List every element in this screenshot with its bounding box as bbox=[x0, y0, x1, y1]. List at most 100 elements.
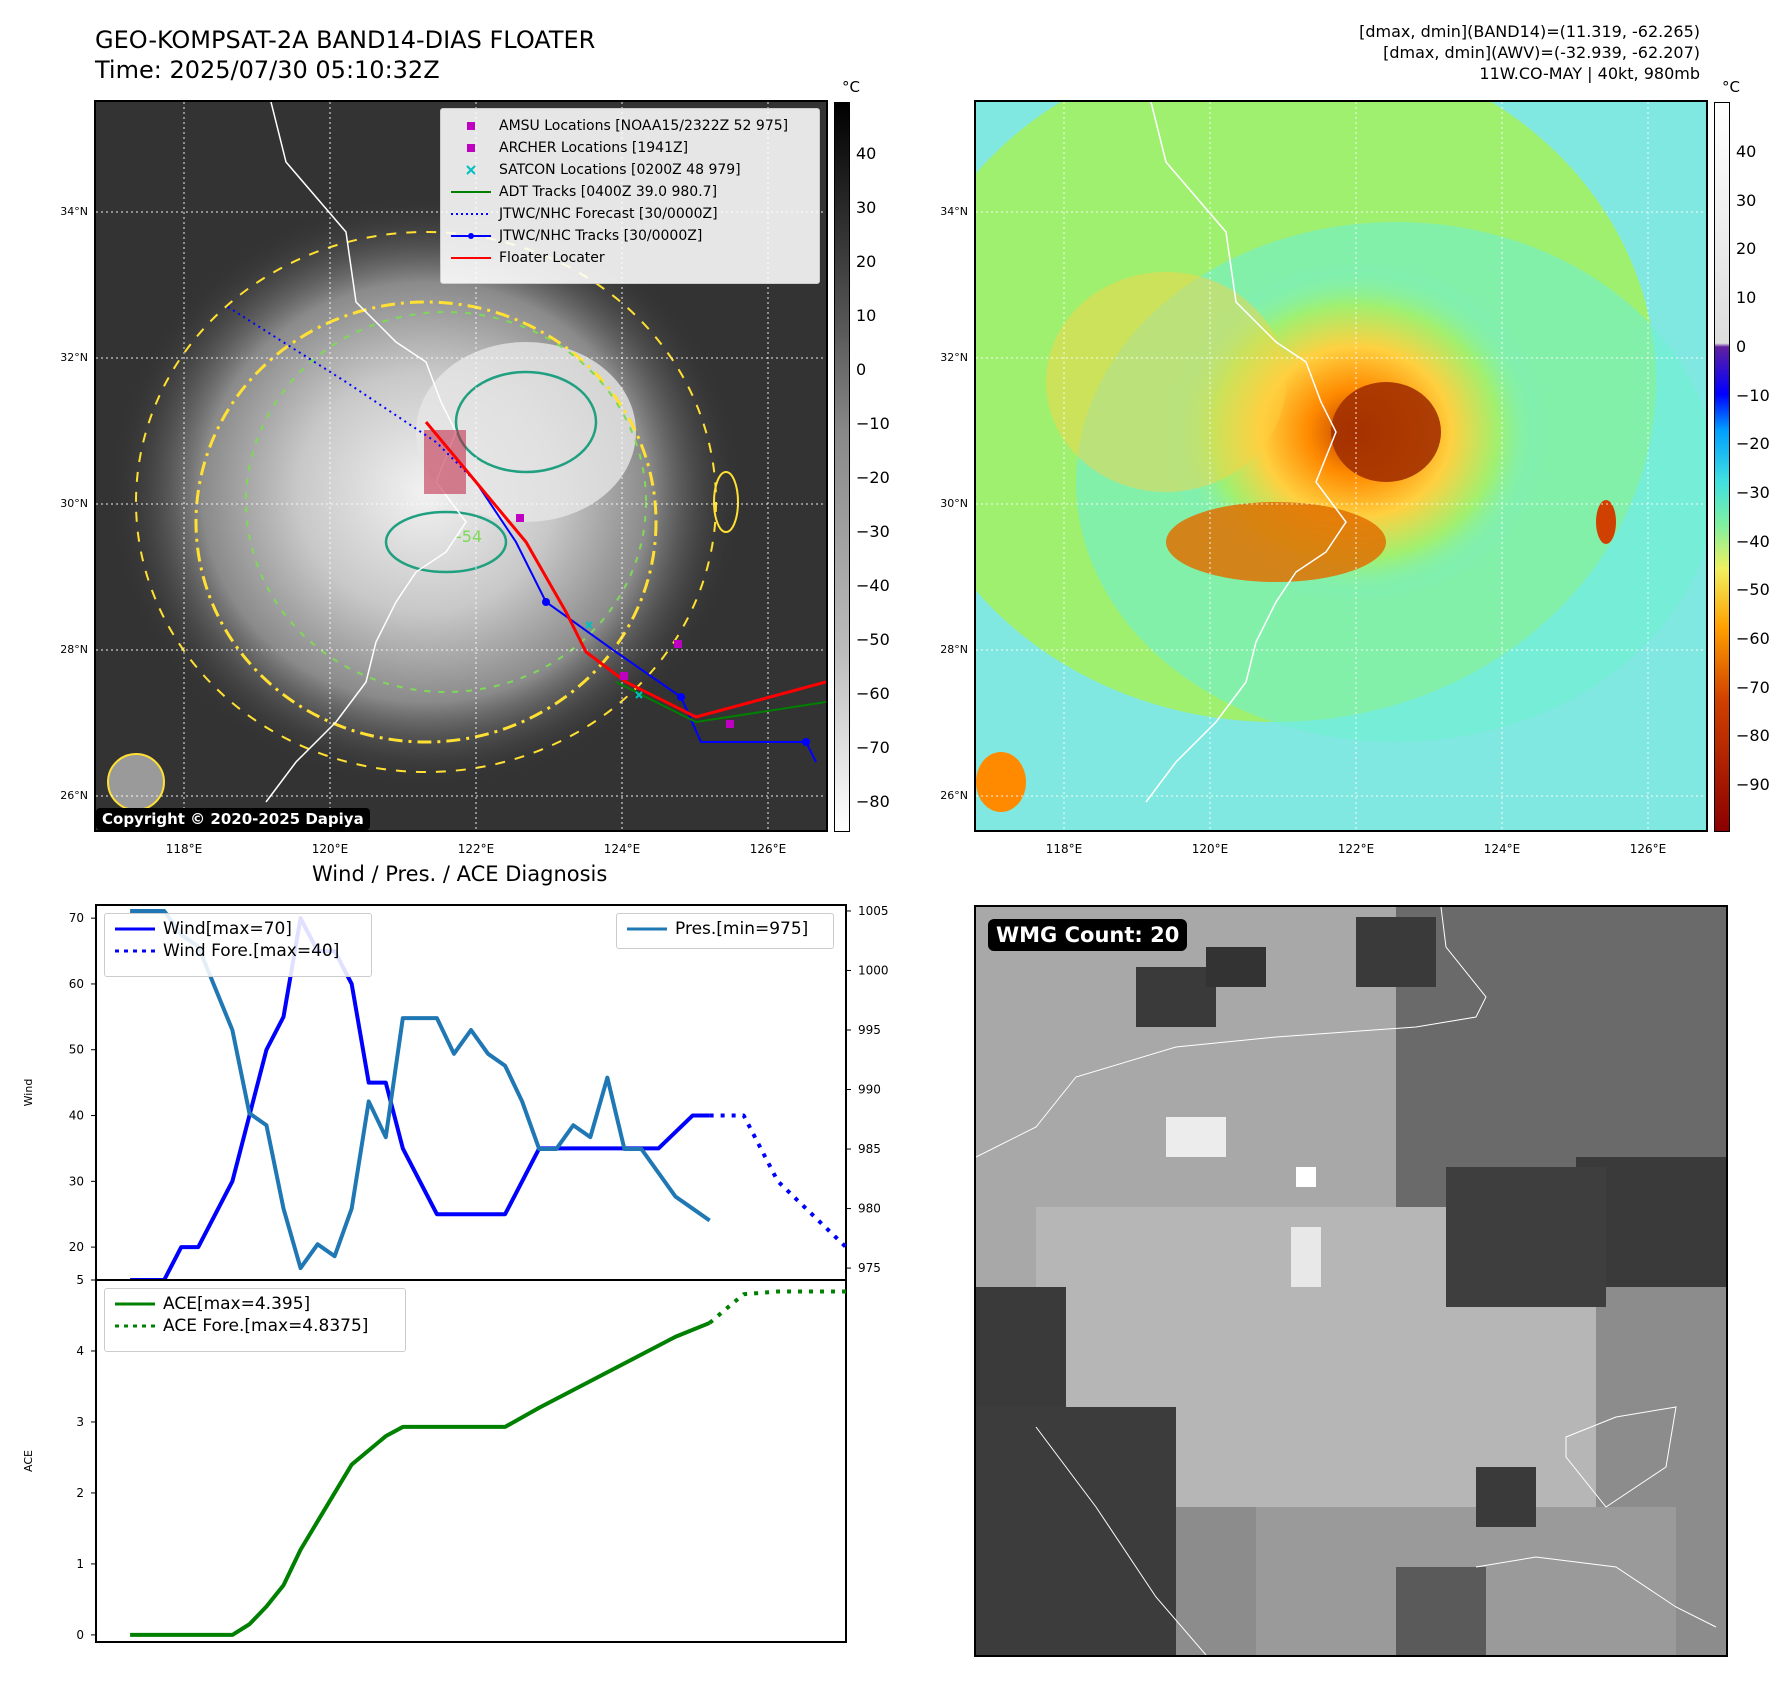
awv-colorbar-tick: −50 bbox=[1736, 580, 1770, 600]
lon-tick-label: 120°E bbox=[1191, 842, 1229, 856]
y2-tick-label: 995 bbox=[858, 1023, 881, 1037]
ir-colorbar bbox=[834, 102, 850, 832]
ir-colorbar-unit: °C bbox=[842, 78, 860, 96]
y-tick-label: 4 bbox=[76, 1344, 84, 1358]
y-tick-label: 70 bbox=[69, 911, 84, 925]
pressure-legend: Pres.[min=975] bbox=[616, 913, 834, 949]
lon-tick-label: 122°E bbox=[457, 842, 495, 856]
ir-legend-item: SATCON Locations [0200Z 48 979] bbox=[449, 159, 811, 181]
y-tick-label: 0 bbox=[76, 1628, 84, 1642]
lon-tick-label: 126°E bbox=[1629, 842, 1667, 856]
lon-tick-label: 122°E bbox=[1337, 842, 1375, 856]
figure-title: GEO-KOMPSAT-2A BAND14-DIAS FLOATER bbox=[95, 26, 596, 54]
lon-tick-label: 118°E bbox=[1045, 842, 1083, 856]
awv-colorbar-tick: 0 bbox=[1736, 336, 1747, 356]
wmg-image bbox=[976, 907, 1726, 1655]
ir-map-panel: -54 Copyright © 2020-2025 Dapiya AMSU Lo… bbox=[94, 100, 828, 832]
awv-colorbar-tick: −90 bbox=[1736, 775, 1770, 795]
wmg-count-badge: WMG Count: 20 bbox=[988, 919, 1188, 951]
ir-map-legend: AMSU Locations [NOAA15/2322Z 52 975] ARCH… bbox=[440, 108, 820, 284]
lat-tick-label: 30°N bbox=[940, 497, 968, 510]
y-tick-label: 3 bbox=[76, 1415, 84, 1429]
awv-colorbar-tick: 30 bbox=[1736, 190, 1757, 210]
legend-ace-forecast: ACE Fore.[max=4.8375] bbox=[115, 1316, 369, 1336]
ir-colorbar-tick: −40 bbox=[856, 576, 890, 595]
y2-tick-label: 990 bbox=[858, 1083, 881, 1097]
series-line-0 bbox=[130, 916, 710, 1282]
awv-colorbar-tick: −20 bbox=[1736, 434, 1770, 454]
series-line-0 bbox=[130, 1321, 711, 1637]
y2-tick-label: 985 bbox=[858, 1142, 881, 1156]
ir-colorbar-tick: −10 bbox=[856, 414, 890, 433]
y-tick-label: 1 bbox=[76, 1557, 84, 1571]
lat-tick-label: 34°N bbox=[940, 205, 968, 218]
awv-colorbar-tick: −30 bbox=[1736, 482, 1770, 502]
y-axis-label: Wind bbox=[22, 1079, 35, 1107]
copyright-badge: Copyright © 2020-2025 Dapiya bbox=[96, 808, 370, 830]
contour-label: -54 bbox=[456, 527, 482, 546]
dmax-band14-info: [dmax, dmin](BAND14)=(11.319, -62.265) bbox=[1359, 22, 1700, 41]
ir-legend-item: Floater Locater bbox=[451, 250, 605, 266]
y-tick-label: 30 bbox=[69, 1174, 84, 1188]
lat-tick-label: 32°N bbox=[60, 351, 88, 364]
lat-tick-label: 26°N bbox=[940, 789, 968, 802]
lon-tick-label: 124°E bbox=[603, 842, 641, 856]
ir-legend-item: ARCHER Locations [1941Z] bbox=[449, 137, 811, 159]
series-line-2 bbox=[130, 908, 711, 1271]
awv-colorbar-tick: −80 bbox=[1736, 726, 1770, 746]
diagnosis-title: Wind / Pres. / ACE Diagnosis bbox=[312, 862, 608, 886]
y-axis-label: ACE bbox=[22, 1450, 35, 1472]
lat-tick-label: 26°N bbox=[60, 789, 88, 802]
ir-colorbar-tick: −50 bbox=[856, 630, 890, 649]
awv-colorbar-tick: −60 bbox=[1736, 629, 1770, 648]
series-line-1 bbox=[709, 1113, 848, 1249]
lat-tick-label: 32°N bbox=[940, 351, 968, 364]
legend-wind: Wind[max=70] bbox=[115, 919, 292, 939]
ir-legend-item: JTWC/NHC Forecast [30/0000Z] bbox=[451, 206, 718, 222]
awv-colorbar-tick: −40 bbox=[1736, 531, 1770, 551]
awv-colorbar-tick: 10 bbox=[1736, 288, 1757, 308]
y-tick-label: 20 bbox=[69, 1240, 84, 1254]
y-tick-label: 40 bbox=[69, 1109, 84, 1123]
y2-tick-label: 975 bbox=[858, 1261, 881, 1275]
lat-tick-label: 28°N bbox=[940, 643, 968, 656]
ir-colorbar-tick: −70 bbox=[856, 738, 890, 757]
legend-wind-forecast: Wind Fore.[max=40] bbox=[115, 941, 340, 961]
lon-tick-label: 118°E bbox=[165, 842, 203, 856]
y-tick-label: 5 bbox=[76, 1273, 84, 1287]
lat-tick-label: 30°N bbox=[60, 497, 88, 510]
ir-legend-item: AMSU Locations [NOAA15/2322Z 52 975] bbox=[449, 115, 811, 137]
legend-pressure: Pres.[min=975] bbox=[627, 919, 809, 939]
wind-pressure-chart: 20 30 40 50 60 70 Wind 975 980 985 990 995 1000 1005 P… bbox=[22, 904, 889, 1282]
ir-colorbar-tick: 30 bbox=[856, 198, 877, 217]
awv-colorbar-tick: −10 bbox=[1736, 385, 1770, 405]
ir-colorbar-tick: −80 bbox=[856, 792, 890, 811]
ace-legend: ACE[max=4.395] ACE Fore.[max=4.8375] bbox=[104, 1288, 406, 1352]
ir-colorbar-tick: −30 bbox=[856, 522, 890, 541]
ir-legend-item: ADT Tracks [0400Z 39.0 980.7] bbox=[451, 184, 718, 200]
ir-colorbar-tick: 40 bbox=[856, 144, 877, 163]
ir-colorbar-tick: 20 bbox=[856, 252, 877, 271]
y-tick-label: 2 bbox=[76, 1486, 84, 1500]
y2-tick-label: 980 bbox=[858, 1202, 881, 1216]
lon-tick-label: 124°E bbox=[1483, 842, 1521, 856]
awv-colorbar-unit: °C bbox=[1722, 78, 1740, 96]
figure-time: Time: 2025/07/30 05:10:32Z bbox=[95, 56, 440, 84]
y2-tick-label: 1000 bbox=[858, 963, 889, 977]
awv-map-image bbox=[976, 102, 1706, 830]
lat-tick-label: 28°N bbox=[60, 643, 88, 656]
y-tick-label: 60 bbox=[69, 977, 84, 991]
y2-tick-label: 1005 bbox=[858, 904, 889, 918]
lon-tick-label: 126°E bbox=[749, 842, 787, 856]
ir-colorbar-tick: 0 bbox=[856, 360, 867, 379]
ir-colorbar-tick: 10 bbox=[856, 306, 877, 325]
lat-tick-label: 34°N bbox=[60, 205, 88, 218]
wind-legend: Wind[max=70] Wind Fore.[max=40] bbox=[104, 913, 372, 977]
ir-colorbar-tick: −20 bbox=[856, 468, 890, 487]
awv-colorbar-tick: 40 bbox=[1736, 142, 1757, 161]
storm-info: 11W.CO-MAY | 40kt, 980mb bbox=[1479, 64, 1700, 83]
awv-map-panel bbox=[974, 100, 1708, 832]
awv-colorbar-tick: 20 bbox=[1736, 239, 1757, 259]
wmg-panel: WMG Count: 20 bbox=[974, 905, 1728, 1657]
ir-legend-item: JTWC/NHC Tracks [30/0000Z] bbox=[449, 225, 811, 247]
